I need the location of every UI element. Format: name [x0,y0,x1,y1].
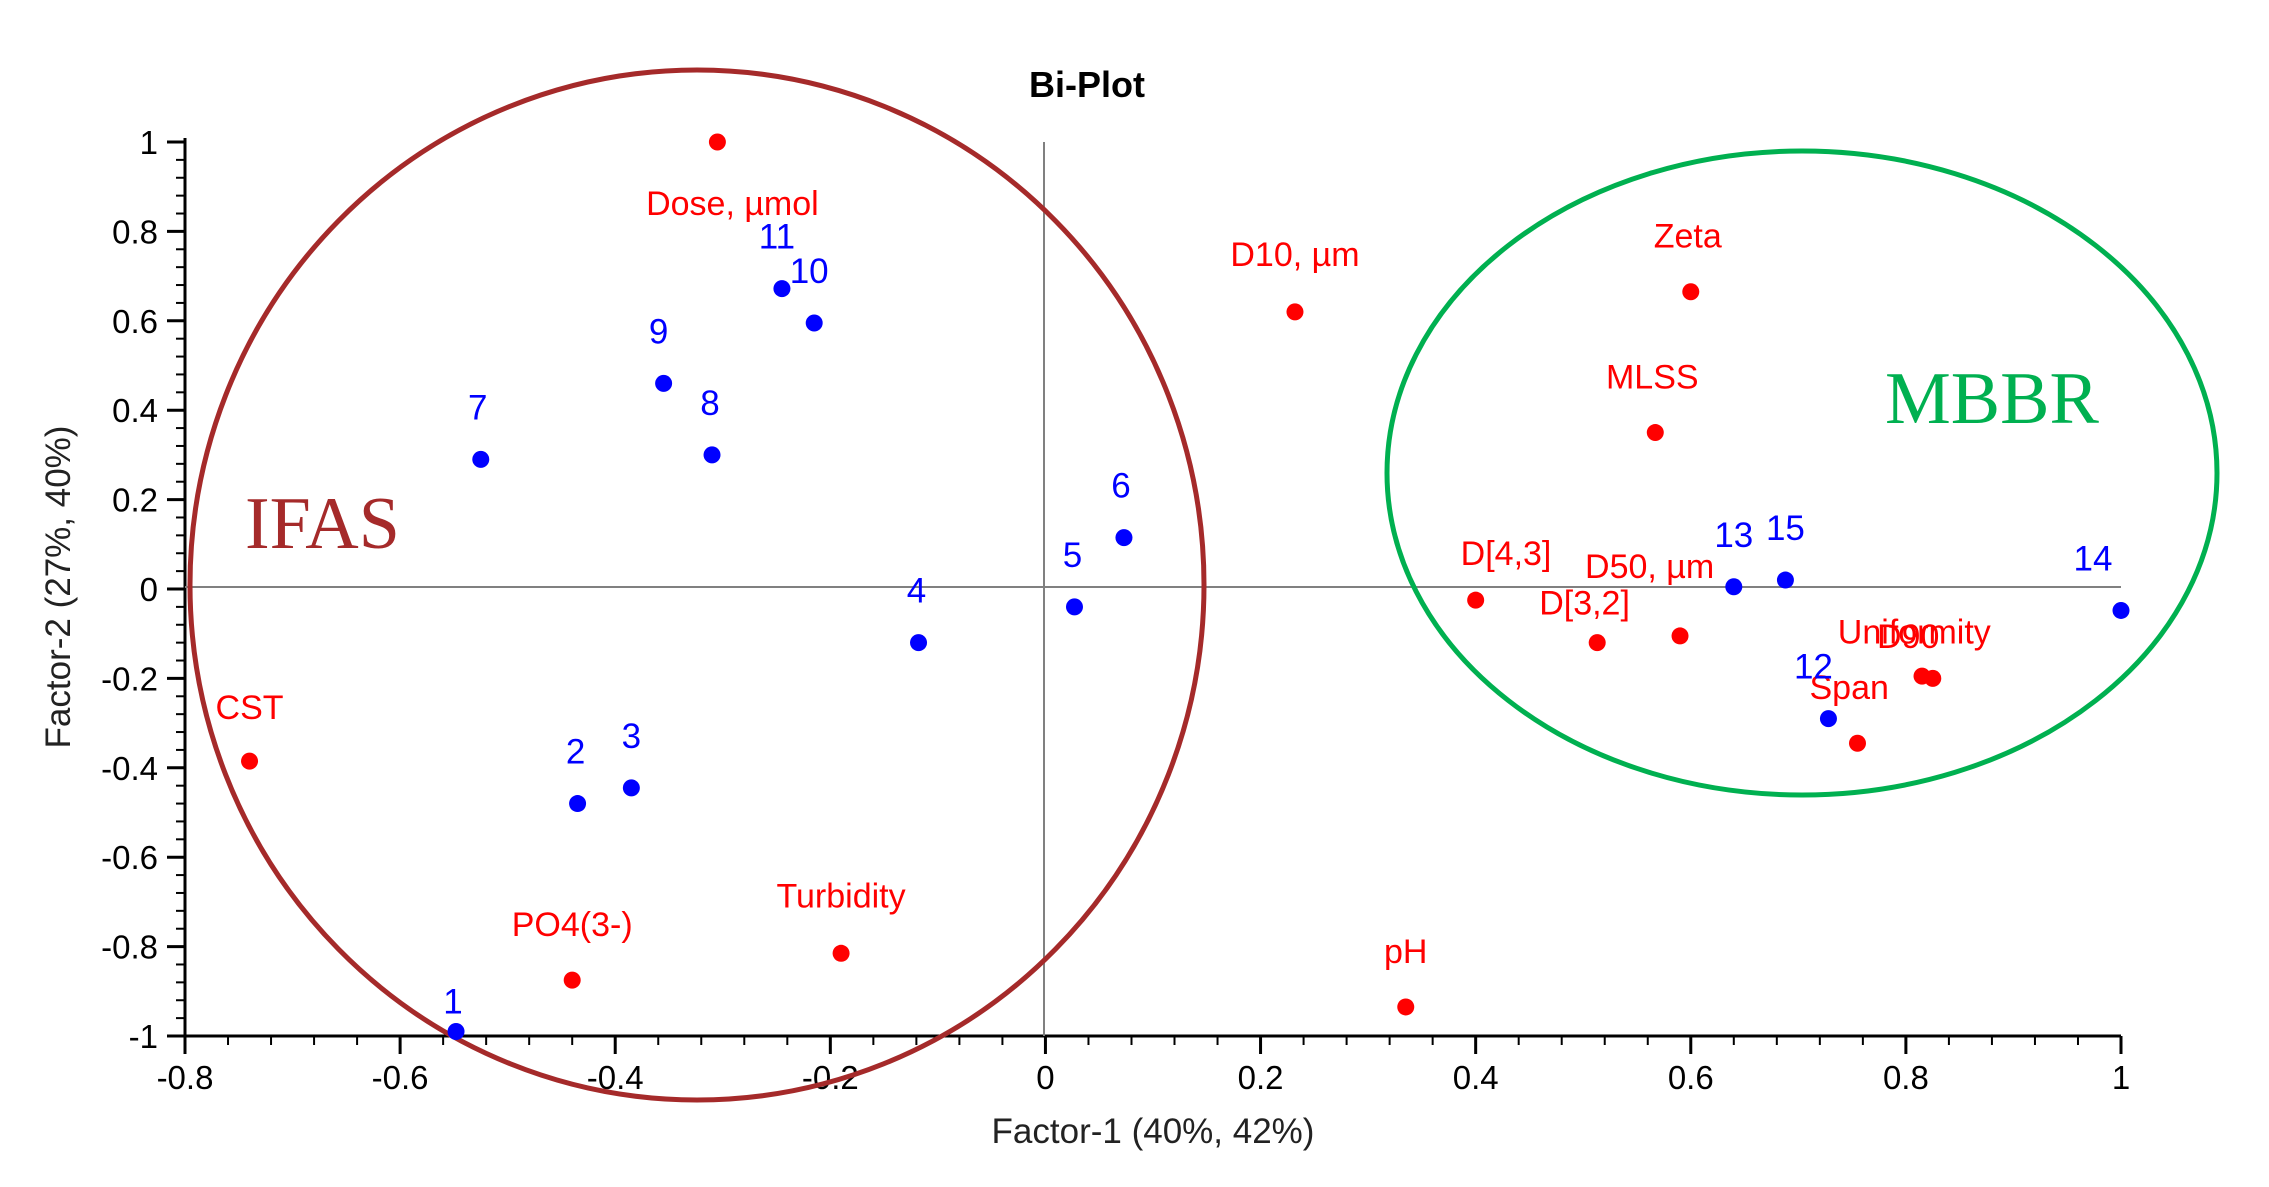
variable-point [1646,424,1664,442]
variable-label: Span [1809,669,1888,707]
variable-label: D[3,2] [1539,585,1630,623]
observation-point [773,280,791,298]
y-tick-label: -0.8 [101,929,158,966]
x-tick-label: 0 [1036,1059,1054,1096]
y-tick-label: 0.4 [112,392,158,429]
observation-label: 4 [907,572,926,611]
observation-label: 13 [1714,516,1753,555]
ifas-label: IFAS [245,483,400,565]
variable-label: MLSS [1606,359,1699,397]
variable-label: CST [216,689,284,727]
major-ticks-group [167,140,2123,1054]
observation-point [1115,529,1133,547]
variable-point [832,944,850,962]
observation-point [472,450,490,468]
y-tick-label: 0.8 [112,213,158,250]
variable-point [1848,734,1866,752]
variable-point [1397,998,1415,1016]
data-points-group [241,133,2130,1041]
variable-label: D[4,3] [1461,535,1552,573]
ifas-ellipse [187,67,1207,1103]
variable-point [1286,303,1304,321]
mbbr-ellipse [1384,148,2220,798]
minor-ticks-group [176,141,2122,1045]
y-tick-label: -0.2 [101,660,158,697]
x-tick-label: 0.2 [1238,1059,1284,1096]
y-tick-label: 0 [140,571,158,608]
y-tick-label: 0.6 [112,303,158,340]
x-tick-label: -0.8 [157,1059,214,1096]
chart-title: Bi-Plot [1029,64,1145,105]
observation-point [805,314,823,332]
variable-label: D90 [1877,618,1939,656]
variable-label: pH [1384,933,1427,971]
observation-label: 10 [790,252,829,291]
observation-label: 11 [759,218,795,257]
observation-label: 9 [649,312,668,351]
observation-label: 1 [443,983,462,1022]
variable-point [563,971,581,989]
y-tick-label: 1 [140,124,158,161]
point-labels-group: Dose, µmol D10, µm Zeta MLSS D[4,3] D[3,2]D50… [216,185,2113,1022]
observation-label: 15 [1766,509,1805,548]
x-axis-title: Factor-1 (40%, 42%) [992,1112,1315,1151]
variable-label: D10, µm [1230,236,1359,274]
variable-label: D50, µm [1585,548,1714,586]
observation-point [569,795,587,813]
observation-point [910,634,928,652]
variable-label: Zeta [1654,218,1722,256]
y-tick-label: -0.6 [101,839,158,876]
x-tick-label: 0.4 [1453,1059,1499,1096]
x-tick-label: -0.6 [372,1059,429,1096]
observation-point [655,374,673,392]
observation-point [1065,598,1083,616]
variable-point [708,133,726,151]
variable-label: Turbidity [777,877,906,915]
observation-point [622,779,640,797]
observation-label: 8 [700,384,719,423]
observation-point [1776,571,1794,589]
observation-label: 12 [1794,648,1833,687]
variable-point [241,752,259,770]
observation-point [447,1023,465,1041]
variable-point [1924,669,1942,687]
y-tick-label: -1 [129,1018,158,1055]
variable-label: Dose, µmol [646,185,819,223]
x-tick-label: 1 [2112,1059,2130,1096]
variable-point [1588,634,1606,652]
observation-point [1819,710,1837,728]
variable-point [1682,283,1700,301]
x-tick-label: 0.6 [1668,1059,1714,1096]
variable-label: Uniformity [1838,613,1991,651]
observation-point [703,446,721,464]
observation-point [2112,601,2130,619]
axes-group [183,138,2121,1038]
mbbr-label: MBBR [1885,358,2100,440]
tick-labels-group: -0.8 -0.6 -0.4 -0.2 0 0.2 0.4 0.6 0.8 1 -1 -0.8 -0.6… [101,124,2130,1096]
variable-point [1671,627,1689,645]
y-tick-label: 0.2 [112,482,158,519]
x-tick-label: 0.8 [1883,1059,1929,1096]
y-tick-label: -0.4 [101,750,158,787]
variable-point [1467,591,1485,609]
observation-label: 3 [622,717,641,756]
observation-point [1725,578,1743,596]
y-axis-title: Factor-2 (27%, 40%) [39,426,78,749]
observation-label: 6 [1111,467,1130,506]
observation-label: 7 [468,388,487,427]
observation-label: 14 [2074,539,2113,578]
observation-label: 2 [566,733,585,772]
observation-label: 5 [1063,536,1082,575]
variable-label: PO4(3-) [512,906,633,944]
